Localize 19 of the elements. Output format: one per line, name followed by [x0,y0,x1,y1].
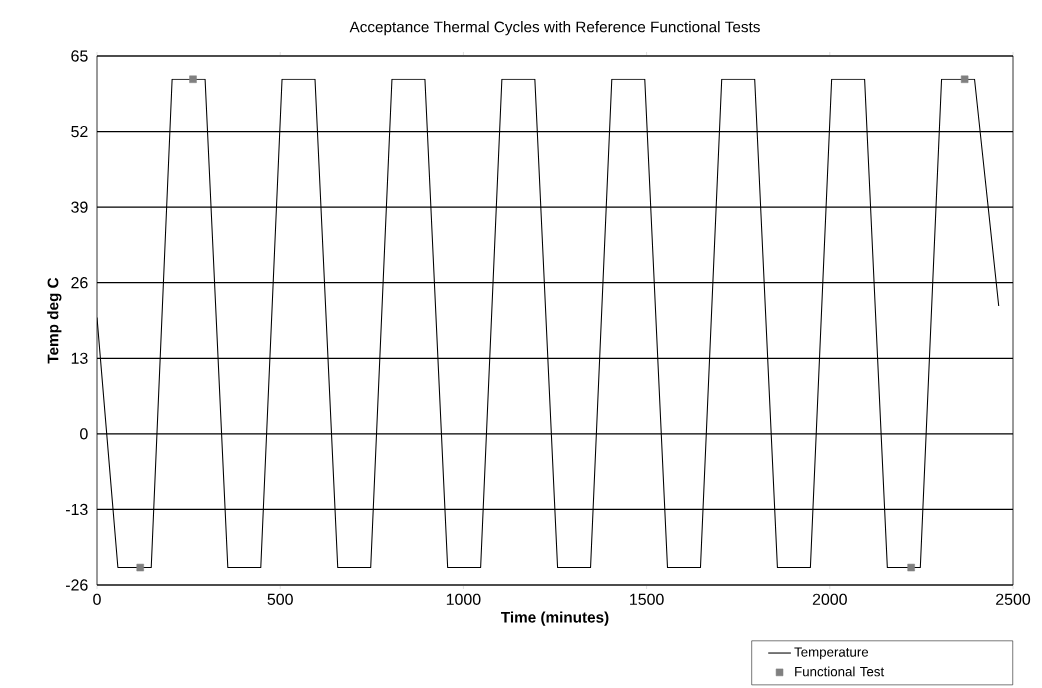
x-tick-label: 0 [93,593,101,605]
y-tick-label: 0 [80,428,88,440]
x-tick-label: 500 [267,593,293,605]
y-tick-label: 13 [71,352,88,364]
legend-label: Functional Test [795,666,885,677]
y-tick-label: 39 [71,201,88,213]
y-tick-label: 65 [71,50,88,62]
chart-title: Acceptance Thermal Cycles with Reference Functional Tests [349,21,760,36]
legend-label: Temperature [794,647,869,660]
y-tick-label: 26 [71,277,88,289]
x-tick-label: 2500 [996,593,1031,605]
x-axis-title: Time (minutes) [500,611,609,626]
y-tick-label: 52 [71,125,88,138]
x-tick-label: 1500 [630,593,664,605]
x-tick-label: 1000 [446,593,481,605]
y-tick-label: -13 [65,503,88,516]
y-tick-label: -26 [65,579,88,591]
x-tick-label: 2000 [812,593,847,605]
y-axis-title: Temp deg C [47,277,62,364]
